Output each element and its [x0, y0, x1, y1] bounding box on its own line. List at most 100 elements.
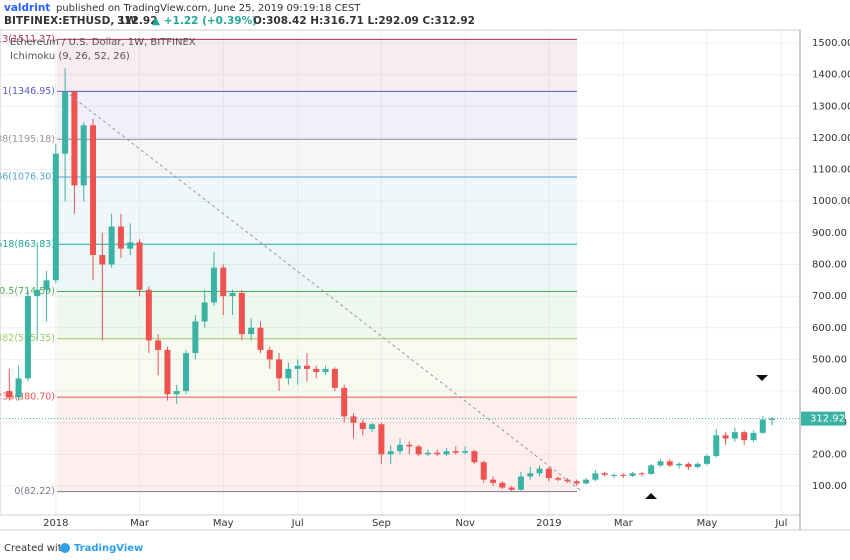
candle-body — [638, 473, 645, 475]
candle-body — [52, 153, 59, 281]
candle-body — [145, 289, 152, 341]
candle-body — [99, 254, 106, 265]
ohlc: O:308.42 H:316.71 L:292.09 C:312.92 — [253, 15, 475, 27]
footer-brand[interactable]: TradingView — [74, 543, 143, 554]
candle-body — [573, 481, 580, 484]
candle-body — [24, 296, 31, 379]
candle-body — [192, 321, 199, 354]
candle-body — [117, 226, 124, 249]
candle-body — [620, 474, 627, 476]
y-tick-label: 1000.00 — [812, 196, 850, 207]
candle-body — [294, 365, 301, 369]
candle-body — [43, 280, 50, 290]
candle-body — [378, 424, 385, 455]
x-tick-label: May — [697, 518, 718, 529]
x-tick-label: Jul — [291, 518, 304, 529]
candle-body — [369, 424, 376, 430]
footer-text: Created with — [4, 543, 68, 554]
x-tick-label: Jul — [774, 518, 787, 529]
candle-body — [555, 478, 562, 480]
candle-body — [164, 349, 171, 395]
y-tick-label: 700.00 — [812, 291, 847, 302]
publisher[interactable]: valdrint — [4, 2, 50, 14]
x-tick-label: May — [213, 518, 234, 529]
y-tick-label: 900.00 — [812, 228, 847, 239]
logo — [60, 543, 70, 553]
candle-body — [480, 462, 487, 480]
candle-body — [564, 479, 571, 482]
candle-body — [583, 479, 590, 484]
y-tick-label: 200.00 — [812, 449, 847, 460]
candle-body — [238, 292, 245, 335]
fib-label: 0.236(380.70) — [0, 392, 55, 403]
candle-body — [350, 416, 357, 423]
candle-body — [759, 419, 766, 433]
x-tick-label: Mar — [130, 518, 150, 529]
fib-label: 0.618(863.83) — [0, 239, 55, 250]
candle-body — [629, 473, 636, 476]
candle-body — [90, 125, 97, 255]
candle-body — [610, 474, 617, 476]
candle-body — [313, 368, 320, 373]
y-tick-label: 1500.00 — [812, 38, 850, 49]
x-tick-label: 2018 — [43, 518, 68, 529]
arrow-down — [756, 375, 768, 381]
candle-body — [303, 365, 310, 369]
fib-band — [57, 91, 577, 140]
candle-body — [34, 289, 41, 297]
candle-body — [322, 368, 329, 373]
y-tick-label: 500.00 — [812, 354, 847, 365]
candle-body — [220, 267, 227, 297]
y-tick-label: 1400.00 — [812, 70, 850, 81]
fib-band — [57, 39, 577, 92]
y-tick-label: 1300.00 — [812, 101, 850, 112]
candle-body — [443, 451, 450, 455]
candle-body — [741, 432, 748, 441]
fib-band — [57, 244, 577, 292]
fib-band — [57, 338, 577, 398]
candle-body — [331, 368, 338, 388]
candle-body — [136, 242, 143, 290]
candle-body — [527, 473, 534, 477]
candle-body — [731, 432, 738, 439]
candle-body — [490, 479, 497, 483]
price: 312.92 — [117, 15, 158, 27]
fib-label: 1.13(1511.37) — [0, 34, 55, 45]
candle-body — [285, 368, 292, 379]
candle-body — [266, 349, 273, 360]
x-tick-label: Sep — [372, 518, 391, 529]
candle-body — [201, 302, 208, 322]
candle-body — [750, 432, 757, 441]
x-tick-label: 2019 — [536, 518, 561, 529]
candle-body — [397, 444, 403, 452]
candle-body — [713, 435, 720, 456]
candle-body — [499, 482, 506, 488]
candle-body — [80, 125, 87, 186]
candle-body — [406, 444, 413, 447]
candle-body — [694, 463, 701, 467]
candle-body — [545, 468, 552, 479]
x-tick-label: Mar — [614, 518, 634, 529]
candle-body — [155, 340, 162, 350]
candle-body — [183, 353, 190, 392]
y-tick-label: 600.00 — [812, 323, 847, 334]
fib-label: 0.88(1195.18) — [0, 134, 55, 145]
symbol: BITFINEX:ETHUSD, 1W — [4, 15, 137, 27]
plot-area: 0(82.22)0.236(380.70)0.382(565.35)0.5(71… — [0, 30, 800, 515]
candle-body — [173, 391, 180, 395]
candle-body — [722, 435, 729, 439]
y-tick-label: 1200.00 — [812, 133, 850, 144]
candle-body — [657, 461, 664, 466]
candle-body — [648, 465, 655, 474]
candle-body — [601, 473, 608, 475]
candle-body — [508, 487, 515, 490]
fib-band — [57, 397, 577, 492]
candle-body — [210, 267, 217, 303]
candle-body — [276, 359, 283, 379]
fib-label: 0(82.22) — [14, 486, 55, 497]
candle-body — [769, 418, 776, 421]
candle-body — [257, 327, 264, 350]
y-tick-label: 1100.00 — [812, 165, 850, 176]
candle-body — [592, 473, 599, 480]
